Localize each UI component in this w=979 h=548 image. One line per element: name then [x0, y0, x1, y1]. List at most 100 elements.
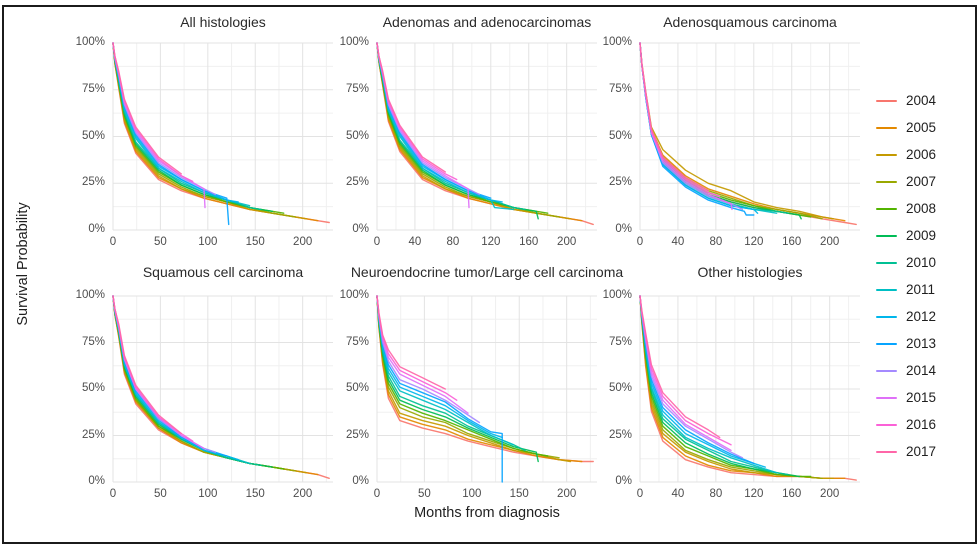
x-tick-label: 0: [373, 488, 381, 500]
survival-curve-2006: [639, 295, 835, 480]
legend-label-2008: 2008: [906, 201, 937, 216]
x-tick-label: 80: [446, 236, 460, 248]
x-tick-label: 80: [709, 236, 723, 248]
y-tick-label: 50%: [608, 129, 632, 142]
legend-swatch-2013: [876, 343, 897, 345]
y-tick-label: 0%: [352, 223, 369, 235]
x-tick-label: 100: [462, 488, 482, 500]
y-tick-label: 0%: [88, 223, 105, 235]
x-tick-label: 150: [245, 236, 265, 248]
x-tick-label: 100: [198, 488, 218, 500]
legend-swatch-2016: [876, 424, 897, 426]
y-tick-label: 25%: [81, 428, 105, 441]
y-tick-label: 100%: [602, 289, 632, 301]
x-tick-label: 120: [744, 488, 764, 500]
panel-title: Adenomas and adenocarcinomas: [382, 14, 592, 30]
y-tick-label: 0%: [352, 475, 369, 487]
survival-curves-plot: [112, 42, 333, 231]
panel-title: Neuroendocrine tumor/Large cell carcinom…: [350, 264, 624, 280]
survival-curve-2004: [112, 295, 330, 480]
y-tick-label: 25%: [345, 428, 369, 441]
x-tick-label: 0: [636, 488, 644, 500]
legend-label-2017: 2017: [906, 444, 937, 459]
survival-curve-2004: [639, 295, 857, 481]
y-tick-label: 50%: [81, 129, 105, 142]
survival-curve-2005: [639, 295, 846, 480]
y-tick-label: 50%: [81, 382, 105, 394]
survival-curve-2015: [639, 42, 733, 211]
x-tick-label: 160: [782, 236, 802, 248]
legend-swatch-2004: [876, 100, 897, 102]
y-tick-label: 50%: [608, 382, 632, 394]
y-tick-label: 0%: [88, 475, 105, 487]
legend-label-2007: 2007: [906, 174, 937, 189]
x-tick-label: 150: [245, 488, 265, 500]
x-tick-label: 160: [782, 488, 802, 500]
y-tick-label: 75%: [608, 82, 632, 95]
x-tick-label: 200: [557, 488, 577, 500]
survival-curve-2017: [376, 42, 447, 173]
x-tick-label: 0: [636, 236, 644, 248]
legend-swatch-2006: [876, 154, 897, 156]
x-tick-label: 40: [408, 236, 422, 248]
y-tick-label: 75%: [81, 82, 105, 95]
survival-curve-2006: [376, 295, 572, 463]
survival-curves-plot: [376, 295, 597, 483]
survival-curves-plot: [376, 42, 597, 231]
survival-curve-2012: [376, 295, 503, 439]
x-tick-label: 50: [154, 488, 167, 500]
survival-curve-2007: [112, 295, 296, 472]
y-tick-label: 100%: [75, 36, 105, 48]
survival-curve-2007: [639, 42, 823, 220]
legend-label-2005: 2005: [906, 120, 937, 135]
y-tick-label: 100%: [602, 36, 632, 48]
survival-curve-2010: [639, 42, 789, 214]
y-tick-label: 100%: [339, 289, 369, 301]
x-tick-label: 200: [557, 236, 577, 248]
y-tick-label: 25%: [81, 176, 105, 189]
legend-label-2012: 2012: [906, 309, 937, 324]
legend-swatch-2005: [876, 127, 897, 129]
x-tick-label: 0: [109, 236, 117, 248]
panel-title: Adenosquamous carcinoma: [663, 14, 837, 30]
legend-label-2010: 2010: [906, 255, 937, 270]
survival-curve-2011: [639, 42, 778, 214]
x-tick-label: 50: [418, 488, 431, 500]
legend-swatch-2007: [876, 181, 897, 183]
y-tick-label: 25%: [608, 428, 632, 441]
legend-label-2004: 2004: [906, 93, 937, 108]
x-tick-label: 200: [293, 236, 313, 248]
survival-curve-2006: [639, 42, 835, 220]
survival-curve-2017: [112, 295, 183, 435]
legend-swatch-2017: [876, 451, 897, 453]
survival-curve-2006: [112, 295, 308, 474]
survival-curves-plot: [639, 42, 860, 231]
x-tick-label: 40: [671, 488, 685, 500]
legend-swatch-2015: [876, 397, 897, 399]
survival-curve-2008: [112, 295, 285, 470]
legend-label-2015: 2015: [906, 390, 937, 405]
y-tick-label: 75%: [81, 335, 105, 348]
survival-curve-2004: [112, 42, 330, 224]
y-tick-label: 75%: [345, 82, 369, 95]
x-tick-label: 200: [820, 488, 840, 500]
x-tick-label: 50: [154, 236, 167, 248]
y-tick-label: 100%: [339, 36, 369, 48]
legend-label-2006: 2006: [906, 147, 937, 162]
survival-curve-2009: [639, 295, 801, 478]
legend-swatch-2014: [876, 370, 897, 372]
legend-label-2014: 2014: [906, 363, 937, 378]
y-tick-label: 25%: [608, 176, 632, 189]
survival-curve-2005: [639, 42, 846, 222]
survival-curves-plot: [112, 295, 333, 483]
x-tick-label: 200: [820, 236, 840, 248]
y-tick-label: 50%: [345, 129, 369, 142]
x-tick-label: 120: [481, 236, 501, 248]
survival-curve-2017: [112, 42, 183, 175]
survival-curve-2004: [639, 42, 857, 226]
survival-curve-2005: [112, 295, 319, 476]
y-tick-label: 25%: [345, 176, 369, 189]
x-tick-label: 40: [671, 236, 685, 248]
y-tick-label: 0%: [615, 223, 632, 235]
